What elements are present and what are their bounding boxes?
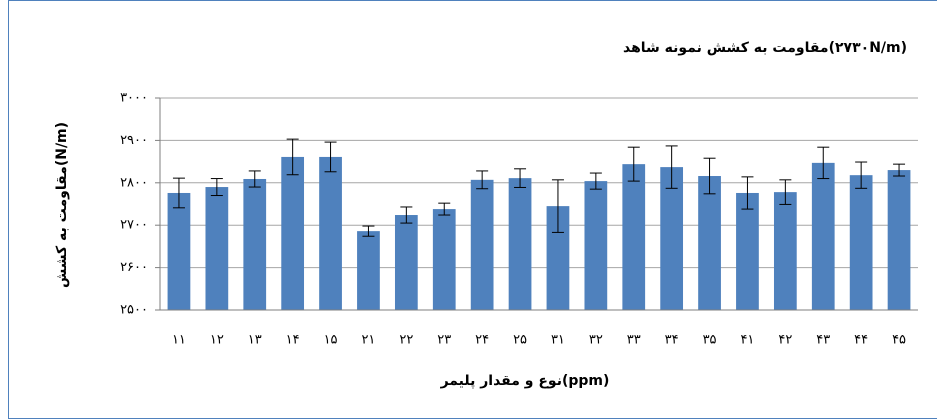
bar [773,192,797,310]
bar [243,178,267,310]
bar [319,156,342,310]
bar [357,231,380,310]
bar [205,187,229,310]
x-tick-label: ۲۵ [513,333,527,348]
x-tick-label: ۴۱ [740,333,754,348]
chart-title: مقاومت به کشش نمونه شاهد(۲۷۳۰N/m) [623,40,907,56]
x-tick-label: ۳۵ [703,333,717,348]
bar [470,179,494,310]
bar [167,192,191,310]
x-tick-label: ۲۴ [475,333,489,348]
y-axis-label: مقاومت به کشش(N/m) [54,122,70,288]
bar [736,192,759,310]
bar [394,215,418,310]
x-tick-label: ۳۴ [665,333,679,348]
y-tick-label: ۲۵۰۰ [120,303,148,318]
x-tick-label: ۲۳ [437,333,451,348]
y-tick-label: ۲۹۰۰ [120,133,148,148]
x-tick-label: ۴۴ [854,333,868,348]
bar [584,181,608,310]
x-tick-label: ۳۲ [589,333,603,348]
y-tick-label: ۲۸۰۰ [120,175,148,190]
bar [849,175,873,310]
bar [432,209,456,310]
x-tick-label: ۱۳ [248,333,262,348]
x-tick-label: ۱۲ [210,333,224,348]
bar [622,164,646,310]
bar [660,167,684,310]
bar [698,176,721,310]
x-tick-label: ۳۱ [551,333,565,348]
x-tick-label: ۴۲ [778,333,792,348]
x-tick-label: ۱۴ [286,333,300,348]
x-tick-label: ۲۱ [361,333,375,348]
bar [508,178,532,310]
x-tick-label: ۱۵ [324,333,338,348]
x-tick-label: ۴۵ [892,333,906,348]
x-tick-label: ۲۲ [399,333,413,348]
bar [887,170,911,310]
y-tick-label: ۲۶۰۰ [120,260,148,275]
bar [811,162,835,310]
bar [281,156,305,310]
y-tick-label: ۲۷۰۰ [120,218,148,233]
y-tick-label: ۳۰۰۰ [120,91,148,106]
x-tick-label: ۴۳ [816,333,830,348]
x-axis-label: نوع و مقدار پلیمر(ppm) [440,373,610,389]
x-tick-label: ۳۳ [627,333,641,348]
x-tick-label: ۱۱ [172,333,186,348]
